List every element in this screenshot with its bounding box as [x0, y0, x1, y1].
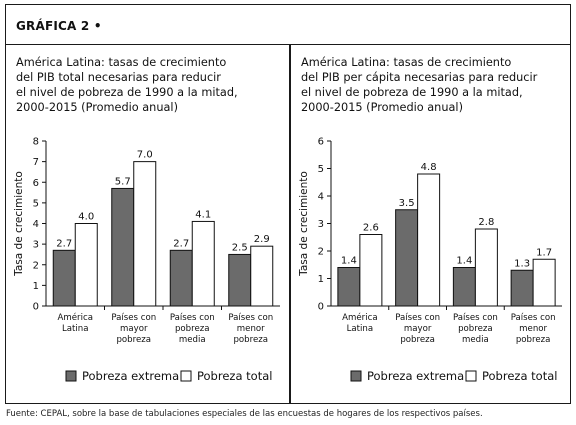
chart-title-left: América Latina: tasas de crecimiento del… — [16, 55, 286, 115]
x-tick-label: Países con — [395, 313, 440, 323]
y-tick-label: 1 — [318, 274, 324, 285]
data-label: 1.4 — [341, 256, 357, 267]
y-tick-label: 0 — [318, 302, 324, 313]
y-tick-label: 5 — [318, 164, 324, 175]
figure-frame: GRÁFICA 2 • América Latina: tasas de cre… — [5, 4, 571, 404]
x-tick-label: pobreza — [175, 324, 210, 334]
chart-panel-left: América Latina: tasas de crecimiento del… — [6, 45, 290, 404]
legend-swatch — [465, 370, 477, 382]
data-label: 2.9 — [254, 234, 270, 245]
data-label: 1.7 — [536, 247, 552, 258]
data-label: 1.3 — [514, 258, 530, 269]
data-label: 4.1 — [195, 209, 211, 220]
y-axis-label: Tasa de crecimiento — [298, 171, 310, 277]
x-tick-label: menor — [519, 324, 547, 334]
figure-header: GRÁFICA 2 • — [6, 5, 570, 45]
x-tick-label: pobreza — [116, 335, 151, 345]
x-tick-label: Países con — [111, 313, 156, 323]
source-footnote: Fuente: CEPAL, sobre la base de tabulaci… — [6, 409, 483, 419]
y-tick-label: 2 — [33, 260, 39, 271]
bar-pobreza-extrema — [52, 249, 76, 307]
legend-label: Pobreza extrema — [82, 369, 179, 383]
legend-label: Pobreza total — [197, 369, 272, 383]
legend-label: Pobreza total — [482, 369, 557, 383]
bar-chart-gdp-per-capita: 0 1 2 3 4 5 6 Tasa de crecimiento 1.4 2.6 AméricaL… — [298, 137, 562, 383]
y-tick-label: 6 — [318, 137, 324, 148]
y-axis-label: Tasa de crecimiento — [13, 171, 25, 277]
bar-pobreza-total — [191, 220, 215, 307]
y-tick-label: 1 — [33, 281, 39, 292]
bar-pobreza-extrema — [111, 187, 135, 307]
x-tick-label: América — [58, 312, 93, 323]
graph-label: GRÁFICA 2 • — [16, 19, 102, 33]
legend-swatch — [65, 370, 77, 382]
x-tick-label: Países con — [511, 313, 556, 323]
x-tick-label: Países con — [170, 313, 215, 323]
legend-swatch — [180, 370, 192, 382]
bar-pobreza-extrema — [510, 269, 534, 307]
y-tick-label: 3 — [33, 240, 39, 251]
chart-title-line: América Latina: tasas de crecimiento — [301, 56, 512, 69]
bar-pobreza-total — [474, 228, 498, 307]
data-label: 3.5 — [399, 198, 415, 209]
chart-title-line: América Latina: tasas de crecimiento — [16, 56, 227, 69]
data-label: 5.7 — [115, 176, 131, 187]
chart-title-line: 2000-2015 (Promedio anual) — [16, 101, 178, 114]
y-tick-label: 6 — [33, 178, 39, 189]
x-tick-label: pobreza — [400, 335, 435, 345]
x-tick-label: Latina — [62, 324, 89, 334]
y-tick-label: 7 — [33, 157, 39, 168]
x-tick-label: media — [179, 335, 206, 345]
data-label: 4.8 — [421, 162, 437, 173]
x-tick-label: mayor — [404, 324, 432, 334]
y-tick-label: 0 — [33, 302, 39, 313]
data-label: 2.5 — [232, 242, 248, 253]
y-tick-label: 5 — [33, 198, 39, 209]
x-tick-label: Latina — [347, 324, 374, 334]
data-label: 2.6 — [363, 223, 379, 234]
x-tick-label: media — [462, 335, 489, 345]
x-tick-label: Países con — [453, 313, 498, 323]
x-tick-label: América — [342, 312, 377, 323]
data-label: 1.4 — [456, 256, 472, 267]
bar-pobreza-extrema — [169, 249, 193, 307]
bar-pobreza-total — [74, 223, 98, 307]
y-tick-label: 4 — [318, 192, 324, 203]
chart-title-line: del PIB per cápita necesarias para reduc… — [301, 71, 538, 84]
x-tick-label: Países con — [228, 313, 273, 323]
data-label: 7.0 — [137, 150, 153, 161]
chart-title-right: América Latina: tasas de crecimiento del… — [301, 55, 571, 115]
legend-swatch — [350, 370, 362, 382]
y-tick-label: 4 — [33, 219, 39, 230]
chart-panel-right: América Latina: tasas de crecimiento del… — [290, 45, 571, 404]
x-tick-label: mayor — [120, 324, 148, 334]
x-tick-label: pobreza — [516, 335, 551, 345]
bar-pobreza-extrema — [228, 253, 252, 307]
chart-title-line: el nivel de pobreza de 1990 a la mitad, — [16, 86, 238, 99]
chart-title-line: el nivel de pobreza de 1990 a la mitad, — [301, 86, 523, 99]
bar-pobreza-extrema — [337, 267, 361, 307]
bar-pobreza-total — [359, 234, 383, 307]
bar-pobreza-extrema — [452, 267, 476, 307]
bar-pobreza-total — [417, 173, 441, 307]
y-tick-label: 2 — [318, 247, 324, 258]
bar-pobreza-extrema — [395, 209, 419, 307]
data-label: 2.8 — [478, 217, 494, 228]
y-tick-label: 8 — [33, 137, 39, 148]
chart-title-line: 2000-2015 (Promedio anual) — [301, 101, 463, 114]
x-tick-label: pobreza — [458, 324, 493, 334]
data-label: 2.7 — [56, 238, 72, 249]
bar-pobreza-total — [133, 161, 157, 307]
bar-chart-gdp-total: 0 1 2 3 4 5 6 7 8 Tasa de crecimiento 2.7 4.0 Améric… — [13, 137, 280, 383]
y-tick-label: 3 — [318, 219, 324, 230]
bar-pobreza-total — [250, 245, 274, 307]
data-label: 4.0 — [78, 212, 94, 223]
bar-pobreza-total — [532, 258, 556, 307]
x-tick-label: pobreza — [233, 335, 268, 345]
data-label: 2.7 — [173, 238, 189, 249]
x-tick-label: menor — [237, 324, 265, 334]
legend-label: Pobreza extrema — [367, 369, 464, 383]
chart-title-line: del PIB total necesarias para reducir — [16, 71, 221, 84]
